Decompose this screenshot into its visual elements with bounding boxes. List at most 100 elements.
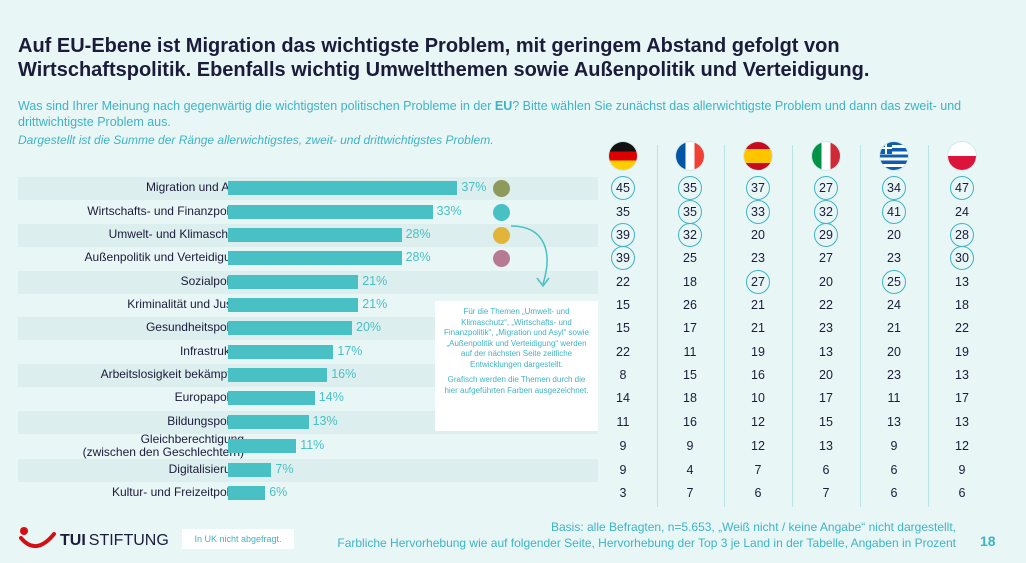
- category-label: Kriminalität und Justiz: [127, 297, 244, 311]
- bar-value-label: 20%: [356, 320, 382, 334]
- table-cell: 20: [819, 368, 833, 382]
- table-cell: 19: [955, 345, 969, 359]
- page-title: Auf EU-Ebene ist Migration das wichtigst…: [18, 35, 870, 81]
- bar-value-label: 28%: [405, 227, 431, 241]
- table-cell: 7: [754, 463, 762, 477]
- table-cell: 35: [616, 205, 630, 219]
- table-cell: 9: [890, 439, 898, 453]
- top3-circle: [746, 200, 770, 224]
- table-cell: 26: [683, 298, 697, 312]
- question-text-1: Was sind Ihrer Meinung nach gegenwärtig …: [18, 99, 495, 113]
- top3-circle: [814, 176, 838, 200]
- table-cell: 22: [616, 275, 630, 289]
- greece-flag-cross-v: [885, 142, 887, 154]
- bar-value-label: 11%: [300, 438, 325, 452]
- table-cell: 16: [751, 368, 765, 382]
- highlight-dot: [493, 204, 510, 221]
- info-text-2: Grafisch werden die Themen durch die hie…: [444, 375, 589, 395]
- table-cell: 15: [683, 368, 697, 382]
- table-cell: 18: [683, 391, 697, 405]
- bar-value-label: 6%: [269, 485, 288, 499]
- bar: [228, 275, 359, 289]
- table-cell: 20: [887, 228, 901, 242]
- table-cell: 6: [822, 463, 830, 477]
- table-cell: 9: [958, 463, 966, 477]
- table-cell: 18: [955, 298, 969, 312]
- info-box: Für die Themen „Umwelt- und Klimaschutz“…: [435, 301, 598, 431]
- table-cell: 22: [955, 321, 969, 335]
- category-label: Umwelt- und Klimaschutz: [108, 227, 244, 241]
- table-cell: 13: [819, 439, 833, 453]
- category-label: Migration und Asyl: [145, 180, 244, 194]
- top3-circle: [678, 176, 702, 200]
- bar: [228, 486, 266, 500]
- table-cell: 11: [683, 345, 697, 359]
- table-cell: 23: [887, 251, 901, 265]
- table-cell: 11: [616, 415, 630, 429]
- table-cell: 22: [819, 298, 833, 312]
- table-cell: 15: [616, 298, 630, 312]
- table-cell: 20: [819, 275, 833, 289]
- bar: [228, 205, 433, 219]
- table-cell: 14: [616, 391, 630, 405]
- info-text-1: Für die Themen „Umwelt- und Klimaschutz“…: [444, 307, 589, 369]
- table-cell: 13: [955, 275, 969, 289]
- category-label: Europapolitik: [174, 390, 244, 404]
- category-label: Außenpolitik und Verteidigung: [84, 250, 244, 264]
- top3-circle: [882, 270, 906, 294]
- table-cell: 23: [819, 321, 833, 335]
- top3-circle: [746, 176, 770, 200]
- greece-flag: [880, 142, 908, 170]
- bar-value-label: 21%: [362, 274, 388, 288]
- table-cell: 4: [686, 463, 694, 477]
- table-cell: 8: [619, 368, 627, 382]
- top3-circle: [950, 176, 974, 200]
- table-cell: 21: [751, 298, 765, 312]
- bar-value-label: 14%: [318, 390, 344, 404]
- top3-circle: [678, 200, 702, 224]
- category-label: Digitalisierung: [168, 462, 244, 476]
- table-cell: 13: [819, 345, 833, 359]
- highlight-dot: [493, 180, 510, 197]
- table-cell: 21: [887, 321, 901, 335]
- page-number: 18: [980, 533, 996, 549]
- basis-line-2: Farbliche Hervorhebung wie auf folgender…: [337, 536, 956, 550]
- highlight-dot: [493, 250, 510, 267]
- bar-value-label: 17%: [337, 344, 363, 358]
- spain-flag: [744, 142, 772, 170]
- table-cell: 9: [619, 463, 627, 477]
- bar: [228, 345, 334, 359]
- table-cell: 21: [751, 321, 765, 335]
- arrow-icon: [510, 225, 550, 288]
- top3-circle: [746, 270, 770, 294]
- table-cell: 17: [683, 321, 697, 335]
- bar: [228, 439, 297, 453]
- survey-question: Was sind Ihrer Meinung nach gegenwärtig …: [18, 98, 1008, 130]
- table-cell: 7: [822, 486, 830, 500]
- bar-value-label: 28%: [405, 250, 431, 264]
- table-cell: 22: [616, 345, 630, 359]
- logo-stiftung: STIFTUNG: [88, 532, 169, 549]
- bar-value-label: 21%: [362, 297, 388, 311]
- category-label: Kultur- und Freizeitpolitik: [111, 485, 244, 499]
- category-label-line: (zwischen den Geschlechtern): [82, 445, 244, 459]
- top3-circle: [814, 200, 838, 224]
- table-cell: 10: [751, 391, 765, 405]
- table-cell: 17: [819, 391, 833, 405]
- bar: [228, 251, 402, 265]
- category-label: Infrastruktur: [179, 344, 244, 358]
- top3-circle: [611, 246, 635, 270]
- table-cell: 17: [955, 391, 969, 405]
- table-cell: 6: [958, 486, 966, 500]
- category-label: Wirtschafts- und Finanzpolitik: [87, 204, 244, 218]
- table-cell: 24: [887, 298, 901, 312]
- top3-circle: [950, 223, 974, 247]
- table-cell: 18: [683, 275, 697, 289]
- basis-line-1: Basis: alle Befragten, n=5.653, „Weiß ni…: [550, 520, 956, 534]
- top3-circle: [611, 176, 635, 200]
- bar: [228, 463, 272, 477]
- category-label-line: Gleichberechtigung: [140, 432, 244, 446]
- highlight-dot: [493, 227, 510, 244]
- table-cell: 6: [754, 486, 762, 500]
- bar-value-label: 13%: [312, 414, 338, 428]
